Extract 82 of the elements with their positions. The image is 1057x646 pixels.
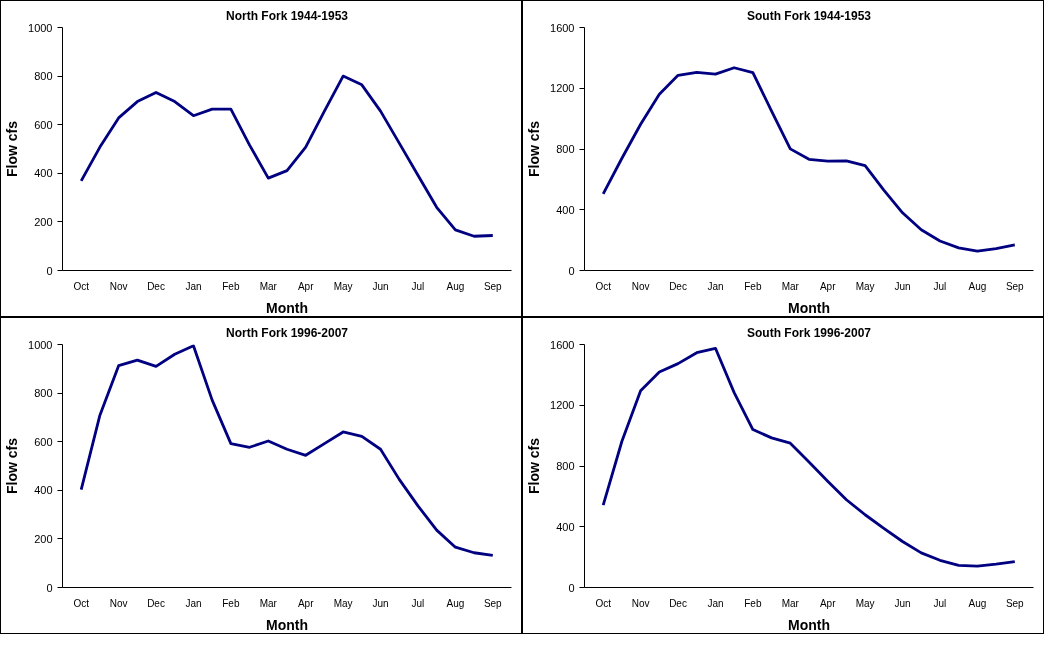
chart-title: South Fork 1996-2007 — [746, 325, 872, 340]
x-tick-label: Jun — [372, 280, 389, 292]
x-tick-label: Feb — [744, 597, 762, 609]
x-tick-label: Jul — [411, 597, 425, 609]
y-tick-label: 400 — [34, 167, 53, 180]
chart-title: North Fork 1944-1953 — [225, 8, 349, 23]
x-tick-label: Oct — [73, 597, 90, 609]
x-tick-label: Feb — [744, 280, 762, 292]
y-tick-label: 400 — [556, 203, 575, 216]
x-tick-label: Sep — [483, 280, 503, 292]
x-tick-label: Jan — [707, 280, 724, 292]
x-tick-label: Oct — [595, 597, 612, 609]
x-tick-label: Mar — [259, 280, 278, 292]
x-tick-label: Jul — [411, 280, 425, 292]
x-tick-label: Mar — [781, 597, 800, 609]
y-tick-label: 800 — [34, 387, 53, 400]
y-tick-label: 200 — [34, 215, 53, 228]
x-tick-label: Sep — [483, 597, 503, 609]
x-tick-label: Oct — [73, 280, 90, 292]
y-axis-title: Flow cfs — [526, 120, 543, 177]
y-tick-label: 0 — [46, 264, 53, 277]
x-tick-label: Dec — [147, 280, 165, 292]
y-tick-label: 0 — [568, 264, 575, 277]
y-tick-label: 1000 — [28, 338, 53, 351]
x-tick-label: Aug — [968, 280, 987, 292]
y-tick-label: 1000 — [28, 21, 53, 34]
x-tick-label: Sep — [1005, 597, 1025, 609]
x-axis-title: Month — [788, 616, 830, 633]
y-axis-title: Flow cfs — [4, 437, 21, 494]
x-axis-title: Month — [266, 299, 308, 316]
x-tick-label: Apr — [297, 597, 315, 609]
x-tick-label: Jun — [894, 597, 911, 609]
x-tick-label: Feb — [222, 280, 240, 292]
x-tick-label: Jan — [707, 597, 724, 609]
y-tick-label: 0 — [46, 581, 53, 594]
x-axis-title: Month — [788, 299, 830, 316]
y-tick-label: 1600 — [550, 21, 575, 34]
x-tick-label: Jun — [894, 280, 911, 292]
y-axis-title: Flow cfs — [526, 437, 543, 494]
y-tick-label: 1600 — [550, 338, 575, 351]
x-tick-label: Apr — [819, 597, 837, 609]
x-tick-label: Aug — [968, 597, 987, 609]
x-tick-label: Jan — [185, 597, 202, 609]
x-tick-label: Mar — [259, 597, 278, 609]
x-tick-label: May — [855, 597, 875, 609]
y-tick-label: 800 — [556, 143, 575, 155]
x-tick-label: Nov — [109, 280, 128, 292]
x-tick-label: Apr — [819, 280, 837, 292]
x-tick-label: Feb — [222, 597, 240, 609]
x-tick-label: May — [333, 280, 353, 292]
chart-title: North Fork 1996-2007 — [225, 325, 349, 340]
y-tick-label: 400 — [556, 520, 575, 533]
x-tick-label: Jun — [372, 597, 389, 609]
chart-title: South Fork 1944-1953 — [746, 8, 872, 23]
x-tick-label: Aug — [446, 597, 465, 609]
x-tick-label: May — [855, 280, 875, 292]
x-tick-label: Sep — [1005, 280, 1025, 292]
x-tick-label: Oct — [595, 280, 612, 292]
y-tick-label: 800 — [556, 460, 575, 472]
x-tick-label: Dec — [669, 597, 687, 609]
y-tick-label: 0 — [568, 581, 575, 594]
y-tick-label: 1200 — [550, 82, 575, 95]
y-tick-label: 200 — [34, 532, 53, 545]
x-tick-label: Nov — [109, 597, 128, 609]
x-tick-label: Nov — [631, 597, 650, 609]
y-axis-title: Flow cfs — [4, 120, 21, 177]
y-tick-label: 400 — [34, 484, 53, 497]
x-tick-label: Nov — [631, 280, 650, 292]
x-tick-label: Aug — [446, 280, 465, 292]
x-tick-label: May — [333, 597, 353, 609]
x-tick-label: Jan — [185, 280, 202, 292]
x-tick-label: Apr — [297, 280, 315, 292]
x-tick-label: Dec — [147, 597, 165, 609]
x-tick-label: Jul — [933, 280, 947, 292]
y-tick-label: 1200 — [550, 399, 575, 412]
y-tick-label: 800 — [34, 70, 53, 83]
y-tick-label: 600 — [34, 435, 53, 448]
x-axis-title: Month — [266, 616, 308, 633]
y-tick-label: 600 — [34, 118, 53, 131]
x-tick-label: Mar — [781, 280, 800, 292]
x-tick-label: Dec — [669, 280, 687, 292]
x-tick-label: Jul — [933, 597, 947, 609]
